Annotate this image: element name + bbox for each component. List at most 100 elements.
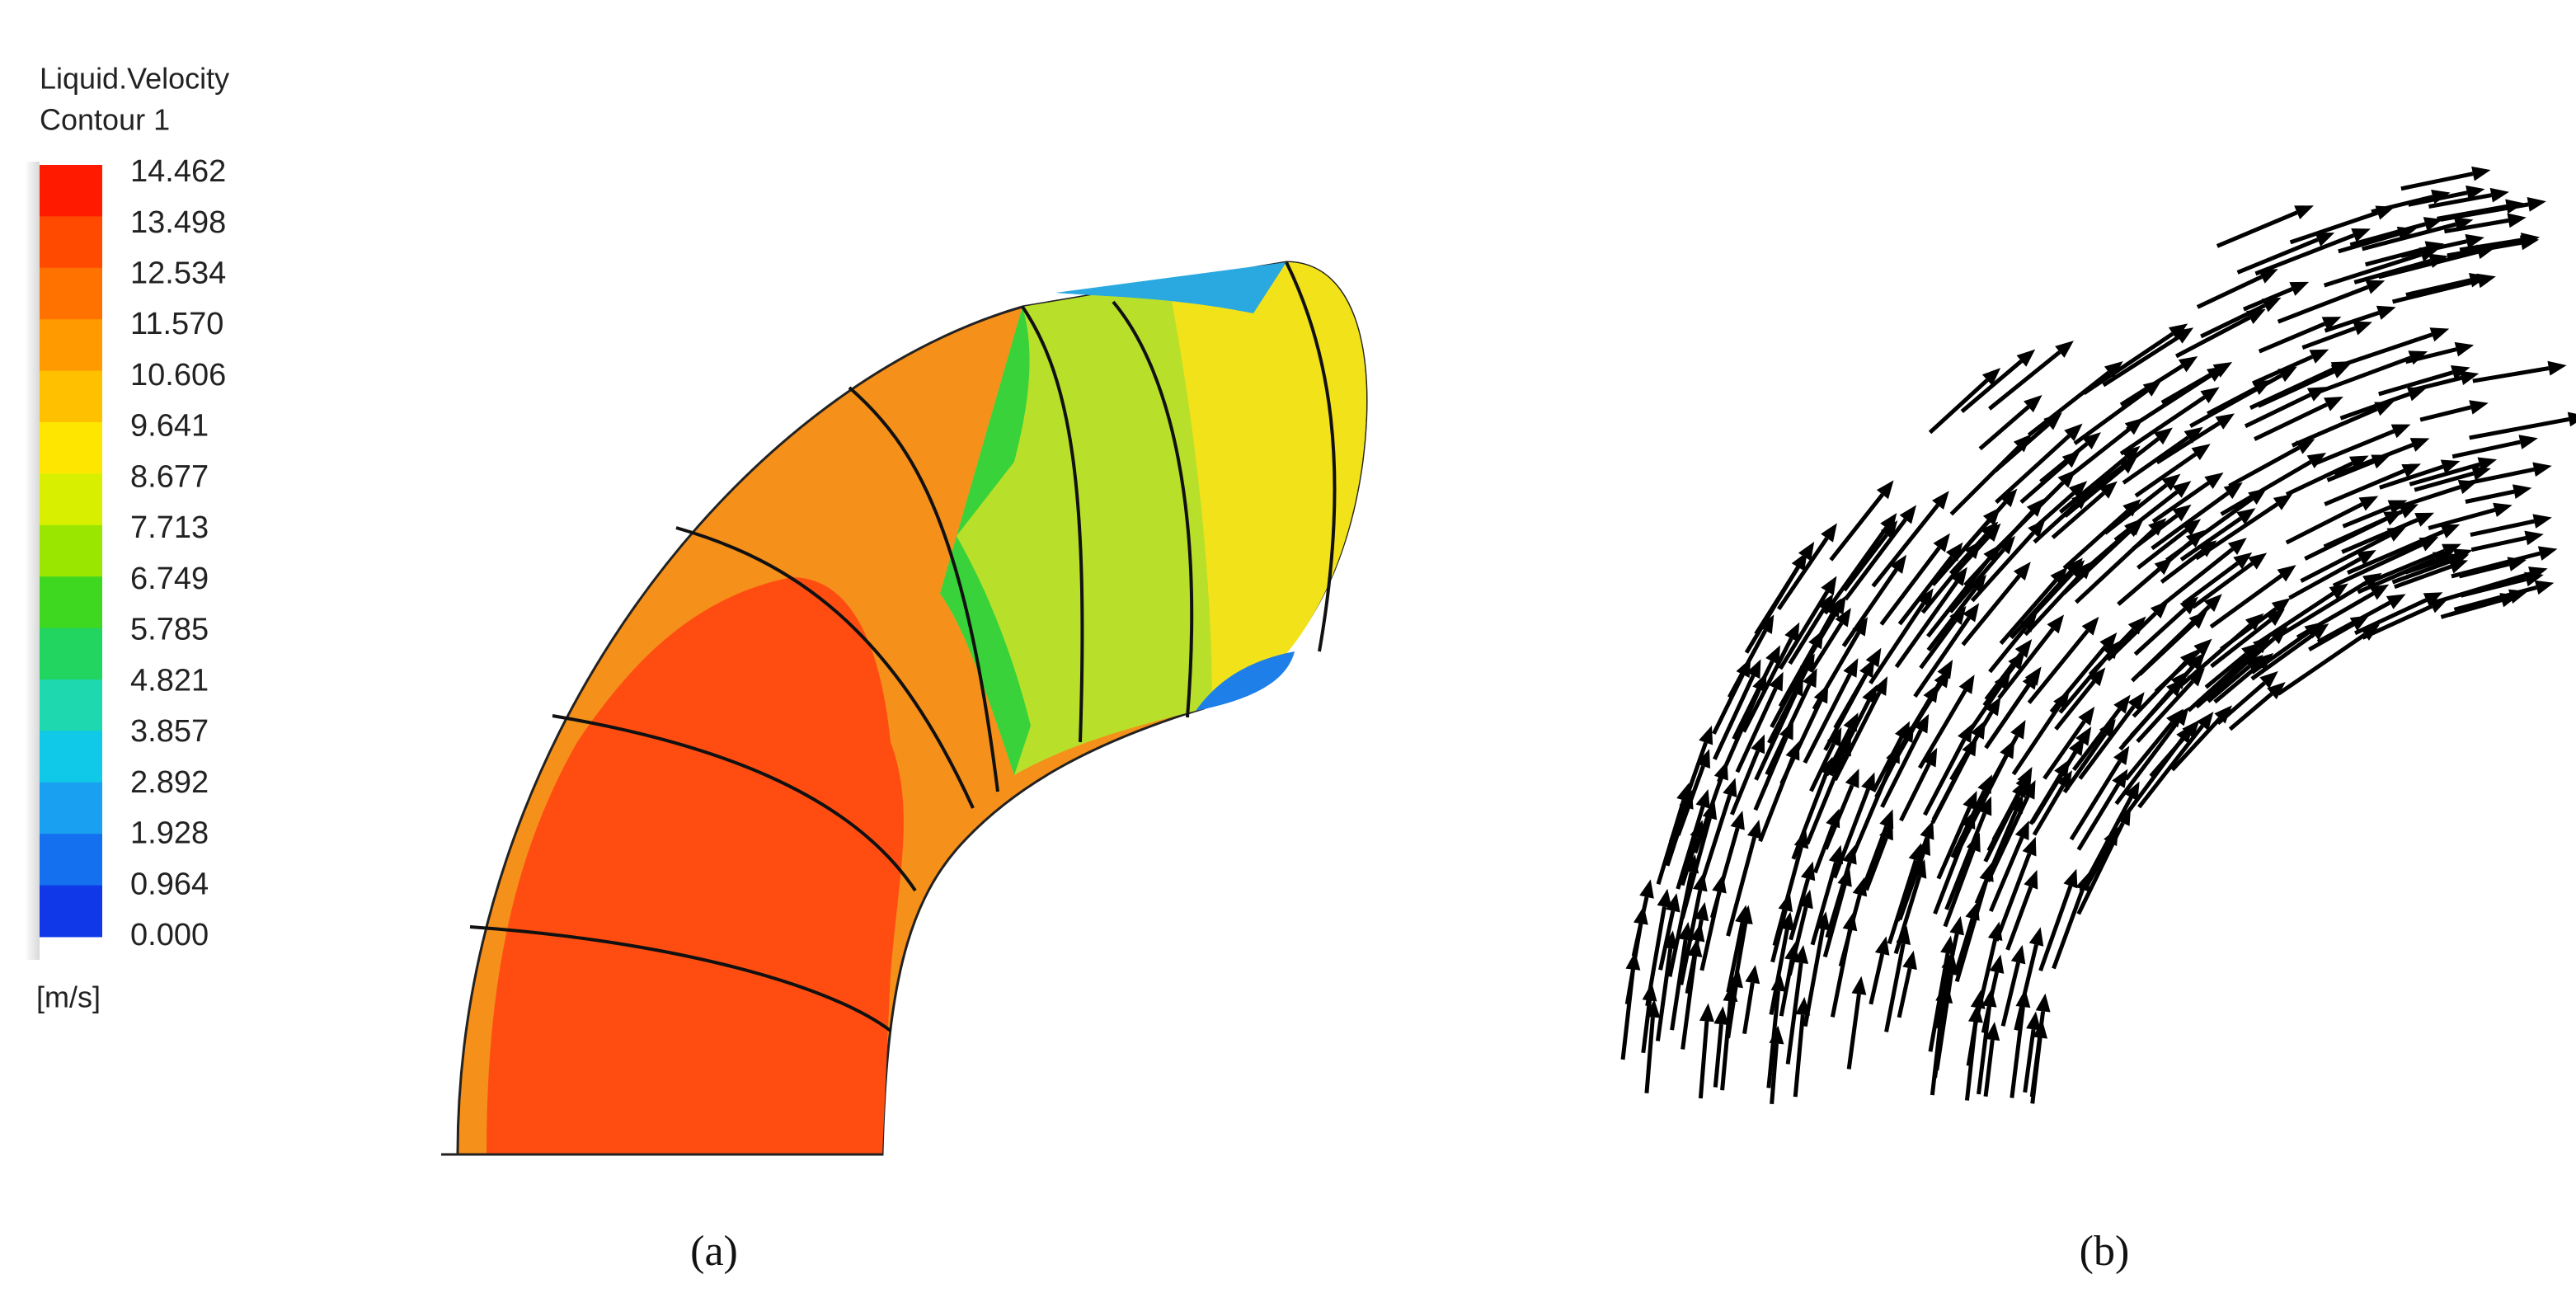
velocity-arrow	[1995, 423, 2083, 505]
arrow-head	[2271, 598, 2291, 615]
arrow-shaft	[1713, 1023, 1723, 1088]
arrow-head	[1899, 505, 1917, 524]
arrow-head	[2532, 462, 2552, 477]
velocity-arrow	[1693, 760, 1728, 854]
arrow-head	[2214, 705, 2232, 724]
arrow-head	[2277, 565, 2296, 582]
arrow-head	[2396, 226, 2417, 242]
arrow-shaft	[1871, 503, 1939, 588]
arrow-head	[1965, 901, 1980, 921]
arrow-shaft	[1791, 773, 1828, 860]
arrow-head	[1920, 820, 1934, 840]
arrow-shaft	[1765, 684, 1812, 776]
velocity-arrow	[1953, 901, 1980, 973]
arrow-shaft	[2349, 222, 2426, 247]
arrow-head	[2534, 580, 2555, 595]
arrow-shaft	[1676, 806, 1705, 890]
arrow-shaft	[1670, 939, 1688, 1031]
velocity-arrow	[1933, 488, 2018, 585]
velocity-arrow	[2304, 510, 2403, 561]
arrow-shaft	[1953, 918, 1975, 973]
arrow-head	[1880, 513, 1897, 533]
arrow-shaft	[2204, 652, 2248, 689]
arrow-head	[2499, 593, 2519, 608]
arrow-shaft	[1758, 757, 1795, 843]
velocity-arrow	[1668, 725, 1713, 843]
arrow-shaft	[2039, 442, 2089, 484]
arrow-head	[2182, 519, 2202, 536]
arrow-head	[1826, 808, 1840, 829]
velocity-arrow	[2428, 187, 2509, 209]
velocity-arrow	[2326, 454, 2391, 482]
velocity-arrow	[1830, 911, 1858, 1018]
arrow-head	[2248, 552, 2268, 570]
velocity-arrow	[2160, 540, 2217, 584]
arrow-head	[2174, 327, 2194, 344]
velocity-arrow	[2242, 281, 2310, 312]
arrow-shaft	[2338, 232, 2400, 254]
velocity-arrow	[1864, 820, 1893, 891]
arrow-head	[1752, 672, 1767, 693]
velocity-arrow	[2451, 546, 2558, 579]
section-lines	[469, 261, 1337, 1032]
velocity-arrow	[2254, 228, 2371, 276]
arrow-head	[2267, 682, 2286, 700]
arrow-shaft	[2119, 395, 2206, 456]
arrow-shaft	[2228, 692, 2273, 731]
arrow-shaft	[2074, 529, 2155, 604]
velocity-arrow	[2458, 557, 2527, 579]
arrow-head	[1713, 1006, 1729, 1025]
arrow-head	[2351, 228, 2371, 242]
color-band	[40, 576, 102, 629]
velocity-arrow	[2353, 253, 2448, 284]
velocity-arrow	[2189, 366, 2297, 428]
velocity-arrow	[1981, 954, 2005, 1033]
velocity-arrow	[1698, 1003, 1714, 1099]
arrow-shaft	[2447, 240, 2522, 258]
arrow-head	[2440, 459, 2461, 474]
arrow-shaft	[1880, 729, 1923, 808]
arrow-head	[2191, 444, 2211, 461]
velocity-arrow	[2411, 370, 2480, 393]
arrow-shaft	[2391, 558, 2453, 585]
velocity-arrow	[1735, 671, 1784, 773]
arrow-head	[1746, 659, 1761, 679]
arrow-shaft	[1988, 836, 2024, 913]
arrow-shaft	[2308, 622, 2355, 651]
velocity-arrow	[2339, 387, 2427, 421]
vector-plot	[1620, 166, 2576, 1105]
green-zone	[940, 307, 1031, 775]
arrow-head	[1815, 911, 1831, 931]
arrow-shaft	[2242, 287, 2293, 312]
velocity-arrow	[2285, 455, 2369, 496]
arrow-head	[2088, 667, 2106, 687]
arrow-head	[2122, 499, 2141, 517]
arrow-shaft	[2285, 502, 2363, 545]
arrow-shaft	[1641, 1000, 1652, 1054]
velocity-arrow	[1833, 647, 1882, 730]
velocity-arrow	[2207, 654, 2263, 703]
velocity-arrow	[1631, 879, 1654, 957]
legend-title: Liquid.Velocity	[40, 62, 229, 96]
arrow-shaft	[2440, 202, 2529, 222]
arrow-shaft	[1930, 752, 1971, 825]
arrow-shaft	[1928, 378, 1989, 435]
arrow-shaft	[2071, 708, 2122, 772]
arrow-head	[2013, 434, 2032, 453]
velocity-arrow	[2071, 694, 2131, 772]
velocity-arrow	[2074, 518, 2167, 604]
arrow-shaft	[2122, 435, 2190, 485]
legend-tick-label: 12.534	[130, 256, 226, 290]
velocity-arrow	[2469, 411, 2576, 440]
arrow-head	[2148, 518, 2167, 536]
arrow-head	[2527, 197, 2546, 212]
arrow-head	[1694, 901, 1709, 922]
velocity-arrow	[2137, 711, 2214, 809]
arrow-head	[1963, 791, 1977, 811]
velocity-arrow	[2133, 596, 2198, 656]
arrow-head	[1937, 659, 1953, 679]
arrow-shaft	[2083, 841, 2113, 891]
arrow-shaft	[1833, 662, 1874, 730]
velocity-arrow	[2124, 708, 2183, 781]
arrow-head	[1784, 942, 1799, 961]
